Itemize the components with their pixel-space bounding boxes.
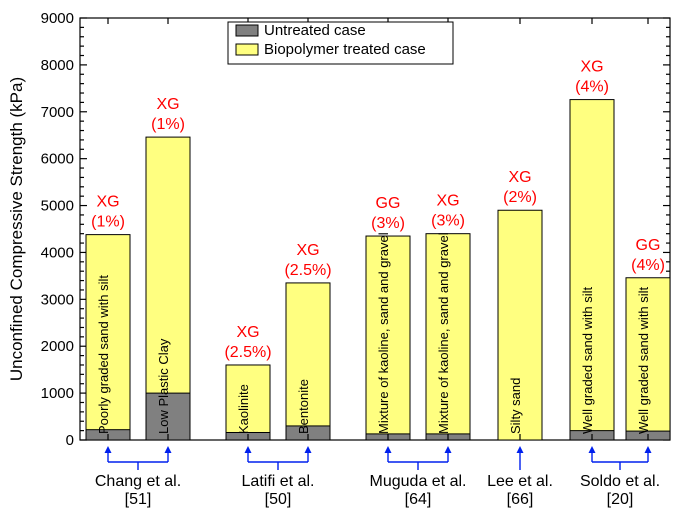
bar-annotation: (2%) xyxy=(503,189,537,206)
ytick-label: 5000 xyxy=(41,198,74,215)
group-label: Soldo et al. xyxy=(580,473,660,490)
bracket-arrow xyxy=(305,446,312,453)
ytick-label: 7000 xyxy=(41,104,74,121)
bar-annotation: XG xyxy=(96,194,119,211)
bar-annotation: XG xyxy=(508,169,531,186)
bar-annotation: (3%) xyxy=(431,213,465,230)
legend-swatch xyxy=(236,25,258,36)
bracket-arrow xyxy=(165,446,172,453)
group-ref: [66] xyxy=(507,491,534,508)
bar-annotation: XG xyxy=(236,324,259,341)
bar-annotation: XG xyxy=(296,242,319,259)
bracket-arrow xyxy=(445,446,452,453)
bar-annotation: XG xyxy=(436,193,459,210)
bracket-arrow xyxy=(589,446,596,453)
bar-material-label: Kaolinite xyxy=(236,384,251,434)
bar-annotation: XG xyxy=(156,96,179,113)
ytick-label: 9000 xyxy=(41,10,74,27)
bracket-arrow xyxy=(517,446,524,453)
bar-annotation: (4%) xyxy=(575,79,609,96)
ytick-label: 3000 xyxy=(41,291,74,308)
group-label: Latifi et al. xyxy=(242,473,315,490)
bar-annotation: XG xyxy=(580,59,603,76)
group-label: Chang et al. xyxy=(95,473,181,490)
ytick-label: 4000 xyxy=(41,244,74,261)
bar-annotation: (1%) xyxy=(91,214,125,231)
group-label: Muguda et al. xyxy=(370,473,467,490)
bracket-arrow xyxy=(645,446,652,453)
bar-annotation: GG xyxy=(376,195,401,212)
bracket-arrow xyxy=(105,446,112,453)
bar-material-label: Mixture of kaoline, sand and gravel xyxy=(376,232,391,434)
bracket-arrow xyxy=(385,446,392,453)
ytick-label: 0 xyxy=(66,432,74,449)
legend-label: Biopolymer treated case xyxy=(264,41,426,58)
group-ref: [50] xyxy=(265,491,292,508)
bar-material-label: Silty sand xyxy=(508,378,523,434)
legend-swatch xyxy=(236,44,258,55)
bar-material-label: Low Plastic Clay xyxy=(156,338,171,434)
group-label: Lee et al. xyxy=(487,473,553,490)
ytick-label: 2000 xyxy=(41,338,74,355)
bar-annotation: (1%) xyxy=(151,116,185,133)
bar-material-label: Well graded sand with silt xyxy=(636,286,651,434)
ucs-bar-chart: Unconfined Compressive Strength (kPa) 0 10… xyxy=(0,0,685,529)
bar-annotation: (2.5%) xyxy=(224,344,271,361)
bar-annotation: (2.5%) xyxy=(284,262,331,279)
bar-material-label: Poorly graded sand with silt xyxy=(96,275,111,434)
bracket-arrow xyxy=(245,446,252,453)
bar-material-label: Bentonite xyxy=(296,379,311,434)
ytick-label: 1000 xyxy=(41,385,74,402)
group-ref: [64] xyxy=(405,491,432,508)
legend-label: Untreated case xyxy=(264,22,366,39)
ytick-label: 8000 xyxy=(41,57,74,74)
group-ref: [20] xyxy=(607,491,634,508)
bar-annotation: (3%) xyxy=(371,215,405,232)
bar-annotation: (4%) xyxy=(631,257,665,274)
bar-material-label: Mixture of kaoline, sand and gravel xyxy=(436,232,451,434)
group-ref: [51] xyxy=(125,491,152,508)
ytick-label: 6000 xyxy=(41,151,74,168)
bar-annotation: GG xyxy=(636,237,661,254)
y-axis-label: Unconfined Compressive Strength (kPa) xyxy=(7,77,26,381)
bar-material-label: Well graded sand with silt xyxy=(580,286,595,434)
